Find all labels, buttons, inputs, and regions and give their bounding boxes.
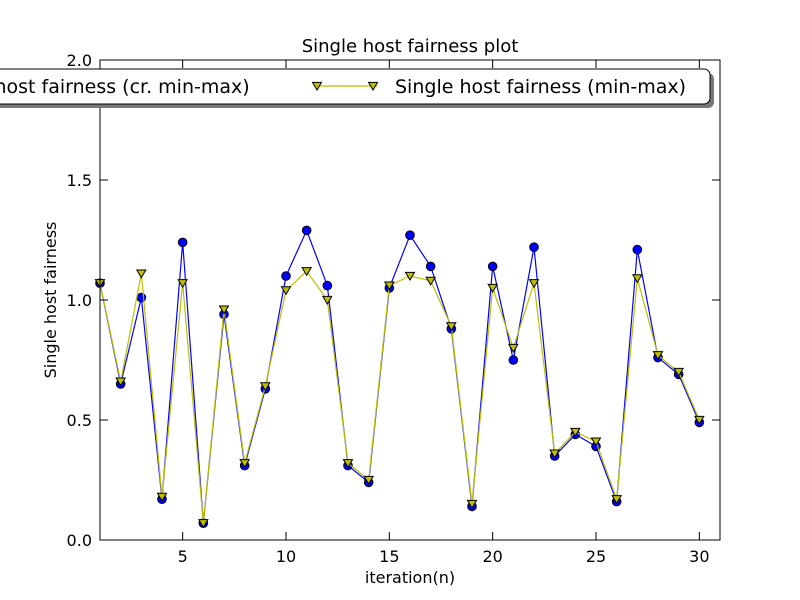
chart-title: Single host fairness plot [302, 36, 519, 57]
data-point [259, 382, 271, 392]
axes-background [100, 60, 720, 540]
data-point [611, 495, 623, 505]
series-layer [94, 225, 705, 529]
series-2 [94, 267, 705, 529]
data-point [445, 322, 457, 332]
data-point [487, 261, 498, 272]
data-point [487, 283, 499, 294]
legend-entry: Single host fairness (min-max) [311, 76, 686, 98]
data-point [466, 499, 478, 510]
data-point [405, 230, 415, 240]
y-tick-label: 1.0 [67, 291, 92, 310]
x-tick-label: 5 [178, 547, 188, 566]
data-point [528, 279, 540, 289]
legend-entry: Single host fairness (cr. min-max) [0, 76, 250, 98]
legend-items: Single host fairness (cr. min-max) Single… [0, 76, 686, 98]
y-tick-label: 0.0 [67, 531, 92, 550]
legend-marker [367, 81, 379, 92]
data-point [404, 271, 416, 282]
data-point [383, 281, 395, 291]
data-point [590, 437, 602, 447]
data-point [342, 459, 354, 469]
x-tick-label: 30 [689, 547, 709, 566]
data-point [115, 377, 127, 387]
y-tick-label: 2.0 [67, 51, 92, 70]
data-point [177, 279, 189, 289]
x-tick-label: 25 [586, 547, 606, 566]
data-point [177, 237, 188, 248]
data-point [652, 351, 664, 361]
legend-label: Single host fairness (min-max) [395, 76, 686, 98]
plot-area: 5 10 15 20 25 30 0.0 0.5 1.0 1.5 2.0 [67, 51, 721, 566]
y-tick-label: 1.5 [67, 171, 92, 190]
data-point [631, 274, 643, 284]
data-point [425, 276, 437, 286]
data-point [135, 269, 147, 279]
data-point [632, 244, 643, 255]
data-point [156, 492, 168, 502]
data-point [693, 415, 705, 426]
x-tick-label: 20 [482, 547, 502, 566]
data-point [529, 242, 539, 252]
data-point [280, 286, 292, 296]
data-point [425, 261, 436, 272]
data-point [321, 295, 333, 306]
data-point [197, 519, 209, 529]
data-point [218, 305, 230, 315]
data-point [301, 267, 313, 277]
data-point [549, 449, 561, 459]
series-line [99, 270, 700, 524]
x-axis-label: iteration(n) [365, 568, 455, 587]
data-point [281, 271, 291, 281]
data-point [507, 343, 519, 354]
x-tick-label: 15 [379, 547, 399, 566]
legend-label: Single host fairness (cr. min-max) [0, 76, 250, 98]
data-point [301, 225, 312, 236]
data-point [239, 459, 251, 469]
x-tick-label: 10 [276, 547, 296, 566]
data-point [569, 427, 581, 438]
legend: Single host fairness (cr. min-max) Single… [0, 68, 714, 108]
data-point [508, 355, 519, 365]
ticks-layer: 5 10 15 20 25 30 0.0 0.5 1.0 1.5 2.0 [67, 51, 720, 566]
y-axis-label: Single host fairness [41, 222, 60, 379]
y-tick-label: 0.5 [67, 411, 92, 430]
data-point [363, 475, 375, 486]
data-point [673, 367, 685, 378]
legend-marker [311, 81, 323, 92]
data-point [322, 280, 333, 291]
